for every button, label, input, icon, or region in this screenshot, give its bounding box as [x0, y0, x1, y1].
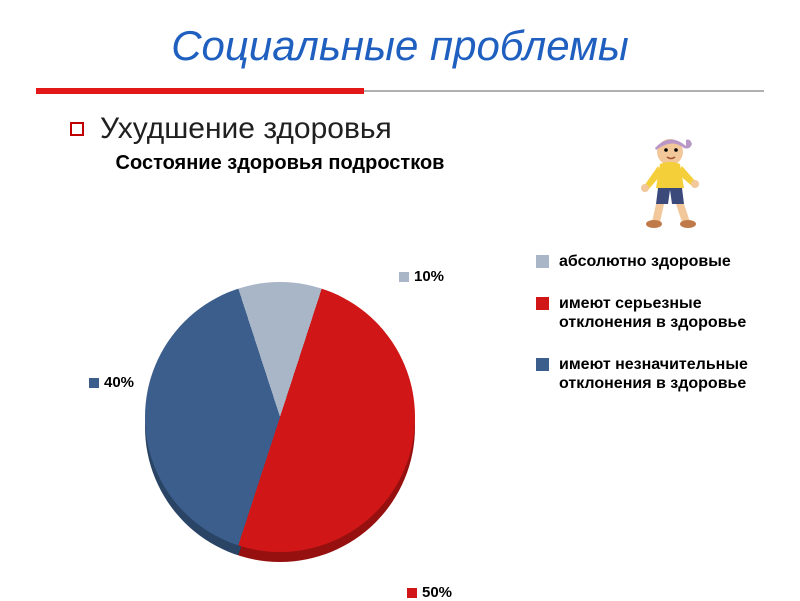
pie-top: [145, 282, 415, 552]
legend-item-0: абсолютно здоровые: [536, 252, 748, 272]
legend-label-1: имеют серьезные отклонения в здоровье: [559, 294, 748, 333]
label-swatch-1: [407, 588, 417, 598]
data-label-2: 40%: [89, 374, 134, 391]
rule-accent: [36, 88, 364, 94]
bullet-marker: [70, 122, 84, 136]
legend-item-1: имеют серьезные отклонения в здоровье: [536, 294, 748, 333]
pie-wrap: 10% 50% 40%: [145, 282, 415, 552]
boy-clipart-icon: [630, 130, 710, 230]
slide-title: Социальные проблемы: [0, 0, 800, 88]
legend-label-2: имеют незначительные отклонения в здоров…: [559, 355, 748, 394]
data-label-0: 10%: [399, 268, 444, 285]
data-label-2-text: 40%: [104, 374, 134, 391]
title-underline: [36, 88, 764, 94]
pie-chart: 10% 50% 40% абсолютно здоровые имеют сер…: [40, 244, 760, 574]
data-label-0-text: 10%: [414, 268, 444, 285]
data-label-1: 50%: [407, 584, 452, 601]
label-swatch-0: [399, 272, 409, 282]
legend-item-2: имеют незначительные отклонения в здоров…: [536, 355, 748, 394]
legend-swatch-1: [536, 297, 549, 310]
label-swatch-2: [89, 378, 99, 388]
legend-label-0: абсолютно здоровые: [559, 252, 731, 272]
legend: абсолютно здоровые имеют серьезные откло…: [536, 252, 748, 416]
data-label-1-text: 50%: [422, 584, 452, 601]
bullet-text: Ухудшение здоровья: [100, 112, 392, 146]
legend-swatch-0: [536, 255, 549, 268]
chart-title: Состояние здоровья подростков: [40, 152, 520, 175]
legend-swatch-2: [536, 358, 549, 371]
